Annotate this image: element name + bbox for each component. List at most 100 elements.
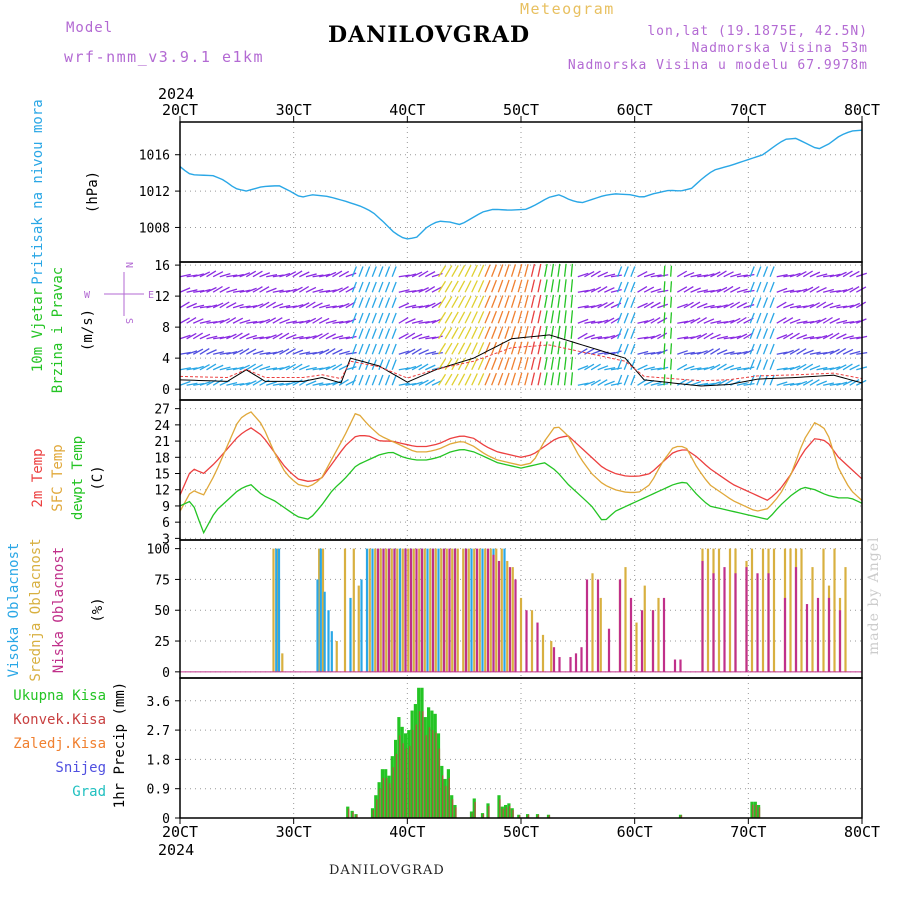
cloud-bar [330,631,333,672]
wind-feather [557,294,561,308]
wind-feather [537,263,542,277]
wind-feather [186,274,198,278]
wind-feather [418,304,430,309]
wind-feather [524,295,529,308]
conv-precip-bar [372,809,375,818]
wind-feather [517,326,523,339]
wind-feather [610,367,622,371]
wind-feather [345,272,357,278]
wind-feather [590,379,601,386]
wind-feather [749,266,755,277]
wind-feather [544,372,548,386]
wind-feather [663,343,666,355]
cloud-bar [327,610,330,672]
wind-feather [544,279,548,293]
wind-feather [570,294,574,308]
wind-feather [716,379,728,386]
cloud-bar [723,567,726,672]
wind-feather [510,279,517,293]
tick-label-y: 16 [154,259,170,274]
wind-feather [670,265,673,277]
series-2m-temp [179,427,863,501]
wind-feather [557,341,561,355]
wind-feather [206,304,218,309]
wind-feather [563,294,567,308]
wind-feather [305,301,316,309]
wind-feather [789,332,800,340]
wind-feather [696,317,707,324]
cloud-bar [536,622,539,672]
cloud-bar [833,548,836,672]
wind-feather [338,320,351,324]
wind-feather [670,312,673,324]
tick-label-y: 27 [154,403,170,418]
wind-feather [338,350,350,355]
wind-feather [378,266,384,277]
wind-feather [292,335,304,340]
cloud-bar [376,548,380,672]
wind-feather [703,304,715,309]
wind-feather [457,342,466,355]
wind-feather [391,266,397,277]
wind-feather [464,373,472,386]
wind-feather [332,335,344,340]
wind-feather [816,273,828,278]
wind-feather [292,379,303,386]
wind-feather [405,289,417,293]
wind-feather [325,319,337,324]
precip-bar [350,810,354,818]
wind-feather [212,302,224,309]
wind-feather [803,303,814,309]
wind-feather [212,378,223,386]
tick-label-x-bottom: 20CT [162,823,198,841]
wind-feather [776,274,788,278]
wind-feather [544,356,548,370]
conv-precip-bar [471,812,474,818]
wind-feather [769,343,775,355]
wind-feather [206,363,217,371]
wind-feather [736,316,747,324]
cloud-bar [745,567,748,672]
wind-feather [285,271,297,278]
wind-feather [604,380,615,386]
wind-feather [563,279,567,293]
wind-feather [823,274,835,278]
wind-feather [776,287,788,293]
cloud-bar [750,548,754,672]
wind-feather [696,302,708,309]
credit-label: made by Angel [866,536,882,656]
tick-label-y: 0 [162,383,170,398]
cloud-bar [706,548,710,672]
wind-feather [252,363,263,371]
wind-feather [809,271,821,278]
cloud-bar [412,548,415,672]
wind-feather [391,374,397,386]
wind-feather [292,286,303,293]
wind-feather [179,380,191,386]
cloud-bar [822,548,825,672]
wind-feather [332,363,343,371]
cloud-bar [643,585,646,672]
cloud-bar [767,573,770,672]
wind-feather [650,274,662,278]
wind-feather [769,297,775,308]
wind-feather [491,310,497,324]
wind-feather [371,312,377,324]
conv-precip-bar [758,807,761,818]
wind-feather [842,363,853,371]
precip-bar [517,814,521,818]
ylabel-high-cloud: Visoka Oblacnost [6,543,22,678]
wind-feather [338,302,350,309]
cloud-bar [437,548,440,672]
precip-bar [417,687,421,818]
wind-feather [683,351,695,355]
wind-feather [484,311,491,324]
wind-feather [836,347,847,355]
conv-precip-bar [415,724,417,818]
wind-feather [444,296,453,309]
wind-feather [265,381,277,386]
wind-feather [849,285,860,293]
wind-feather [683,318,695,324]
wind-feather [703,332,714,340]
ylabel-wind-unit: (m/s) [80,309,96,351]
